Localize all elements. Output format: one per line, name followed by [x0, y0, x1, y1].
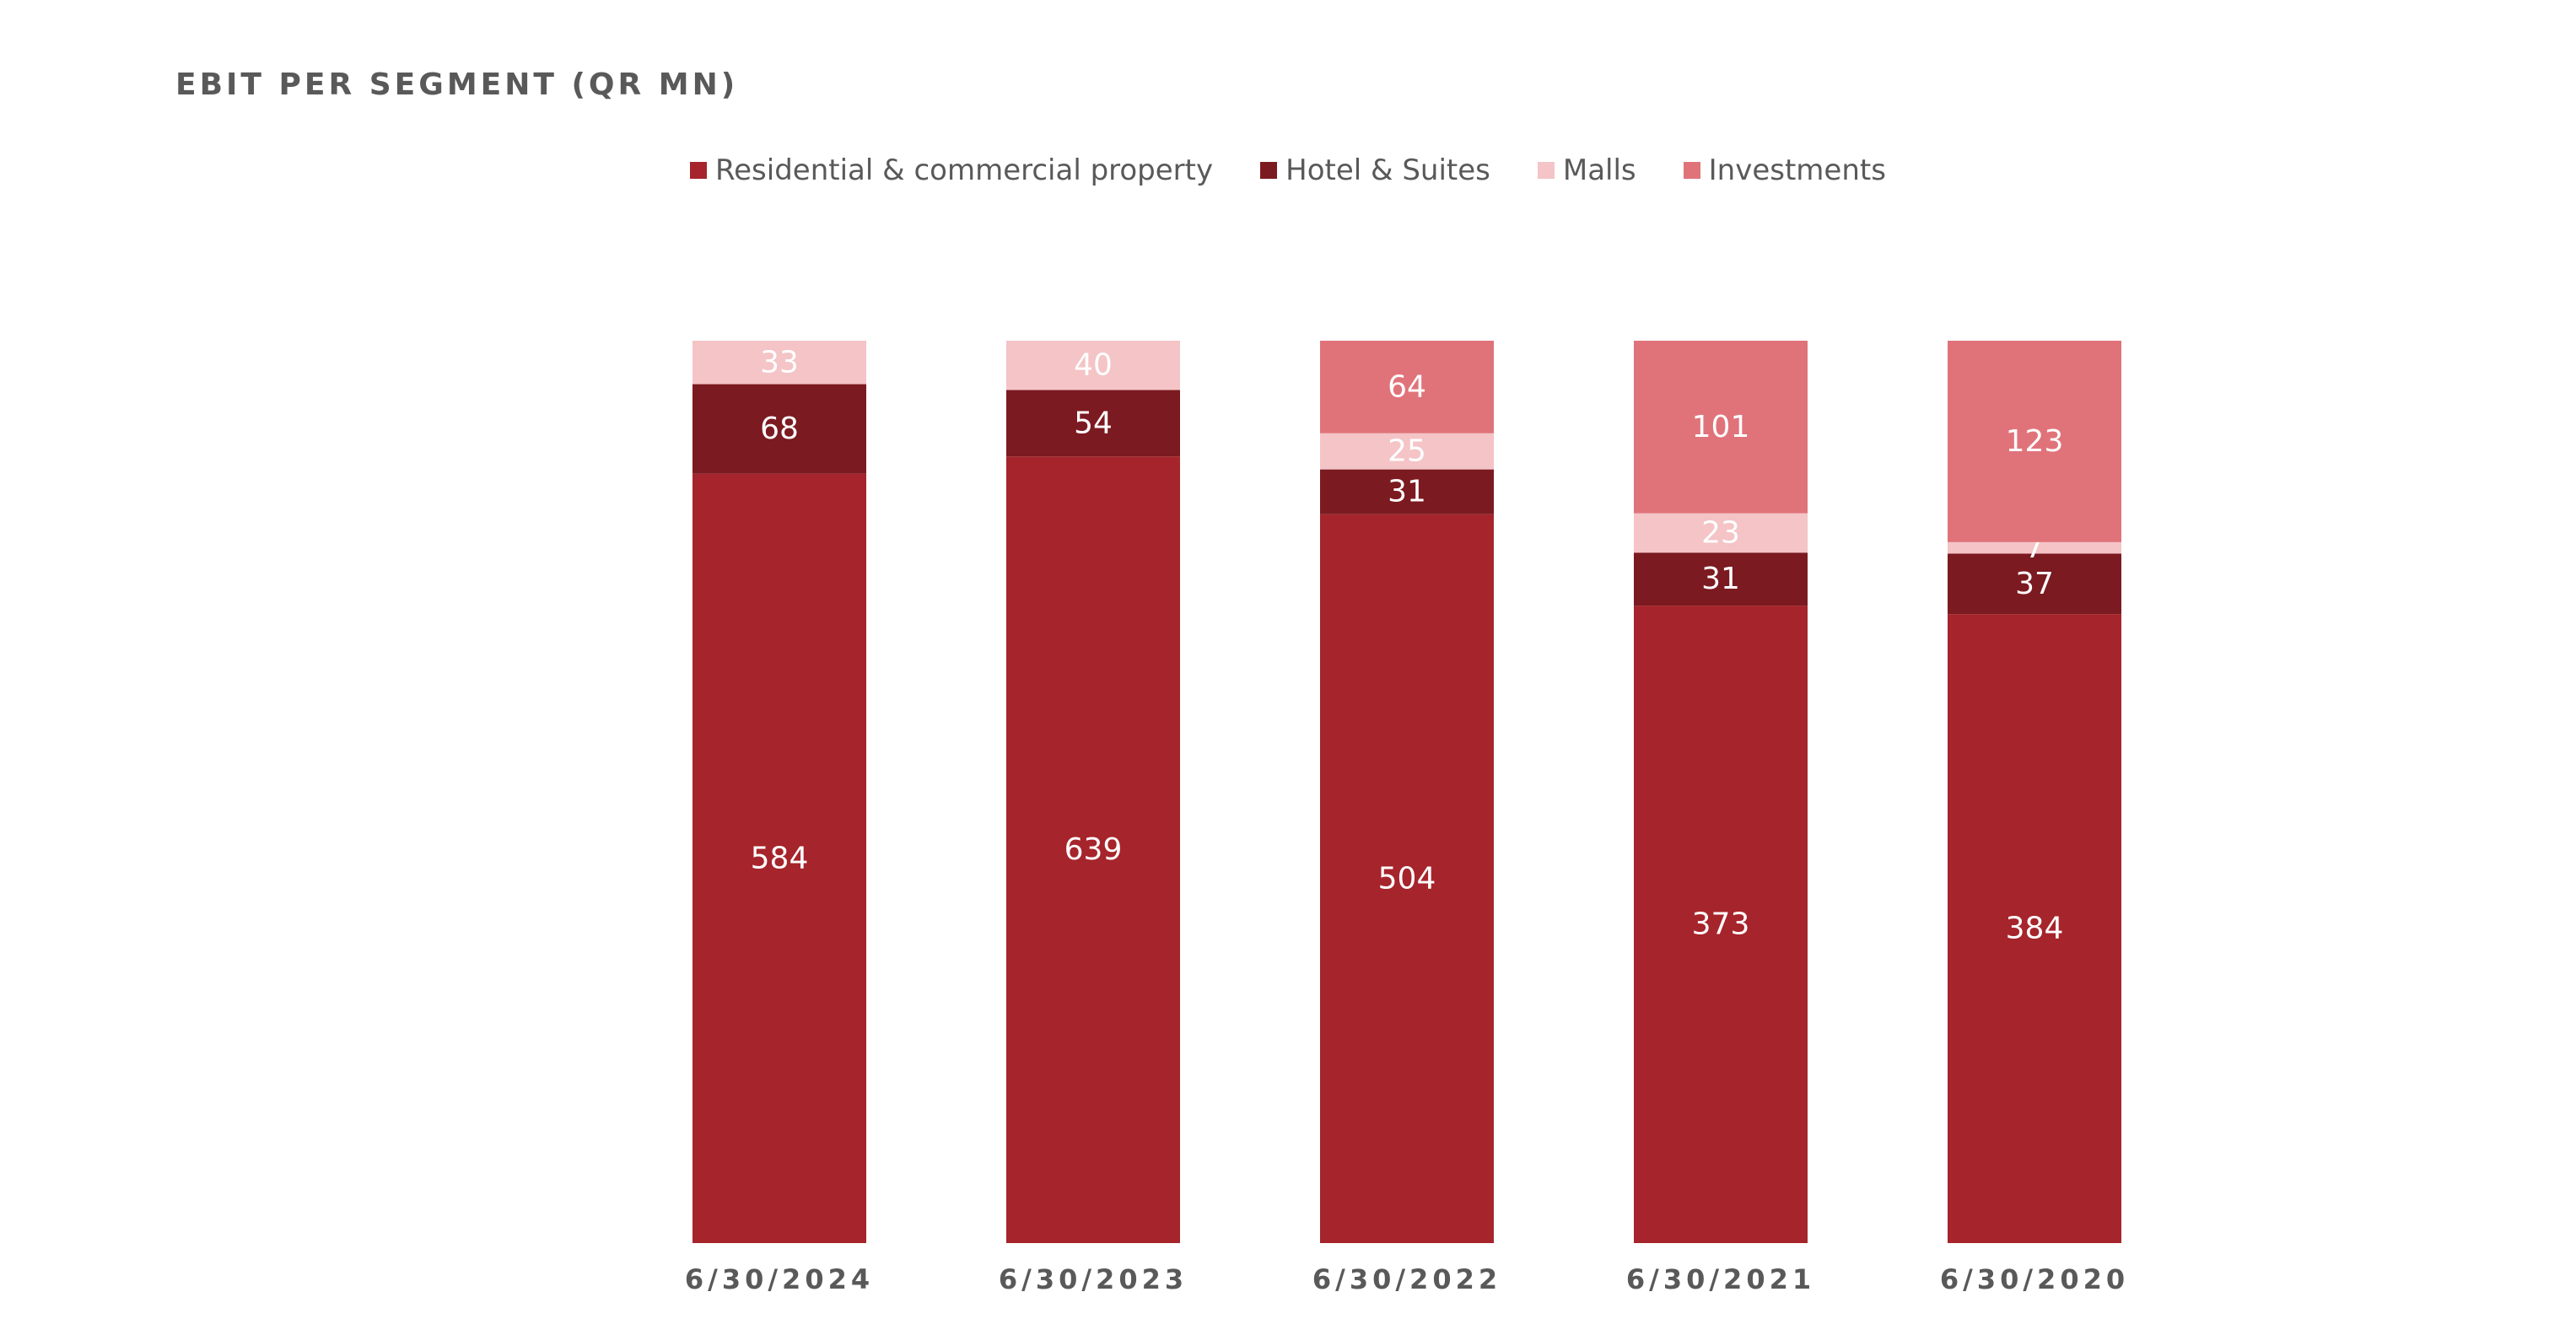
- bar-segment: [1948, 541, 2121, 554]
- data-label: 639: [1064, 832, 1123, 867]
- legend-swatch: [690, 162, 708, 179]
- data-label: 584: [751, 841, 809, 875]
- bar-segment: [1320, 433, 1494, 470]
- x-tick-label: 6/30/2020: [1940, 1263, 2129, 1295]
- legend-label: Investments: [1708, 153, 1886, 187]
- bar-segment: [1634, 552, 1808, 606]
- bar-segment: [693, 341, 866, 385]
- legend-label: Residential & commercial property: [715, 153, 1214, 187]
- bar-segment: [1634, 606, 1808, 1243]
- bar-segment: [1634, 341, 1808, 514]
- data-label: 54: [1074, 406, 1113, 440]
- data-label: 101: [1692, 410, 1750, 444]
- data-label: 384: [2006, 912, 2064, 946]
- legend-label: Malls: [1562, 153, 1636, 187]
- bar-segment: [1320, 469, 1494, 514]
- bar-segment: [1948, 553, 2121, 615]
- legend-swatch: [1683, 162, 1700, 179]
- legend-item: Malls: [1537, 153, 1636, 187]
- bar-segment: [1634, 513, 1808, 553]
- data-label: 373: [1692, 907, 1750, 942]
- data-label: 64: [1388, 369, 1426, 404]
- data-label: 37: [2015, 567, 2054, 601]
- data-label: 33: [760, 345, 799, 380]
- bar-segment: [1948, 341, 2121, 542]
- legend-item: Investments: [1683, 153, 1886, 187]
- data-label: 504: [1378, 861, 1436, 896]
- bar-segment: [693, 384, 866, 474]
- bar-segment: [1320, 514, 1494, 1243]
- bar-segment: [1006, 390, 1180, 457]
- data-label: 68: [760, 412, 799, 446]
- bar-segment: [693, 473, 866, 1243]
- data-label: 25: [1388, 434, 1426, 469]
- bar-segment: [1006, 341, 1180, 390]
- legend-swatch: [1537, 162, 1555, 179]
- legend: Residential & commercial property Hotel &…: [0, 147, 2576, 194]
- x-tick-label: 6/30/2022: [1312, 1263, 1501, 1295]
- chart-title: EBIT PER SEGMENT (QR MN): [175, 67, 739, 102]
- bar-segment: [1320, 341, 1494, 433]
- x-tick-label: 6/30/2021: [1626, 1263, 1815, 1295]
- data-label: 23: [1701, 515, 1740, 550]
- data-label: 123: [2006, 424, 2064, 459]
- data-label: 40: [1074, 348, 1113, 383]
- x-tick-label: 6/30/2024: [685, 1263, 874, 1295]
- legend-item: Residential & commercial property: [690, 153, 1213, 187]
- data-label: 31: [1701, 562, 1740, 596]
- bar-segment: [1948, 614, 2121, 1243]
- legend-item: Hotel & Suites: [1260, 153, 1490, 187]
- bar-segment: [1006, 456, 1180, 1243]
- legend-label: Hotel & Suites: [1285, 153, 1490, 187]
- x-tick-label: 6/30/2023: [999, 1263, 1188, 1295]
- data-label: 31: [1388, 475, 1426, 509]
- legend-swatch: [1260, 162, 1278, 179]
